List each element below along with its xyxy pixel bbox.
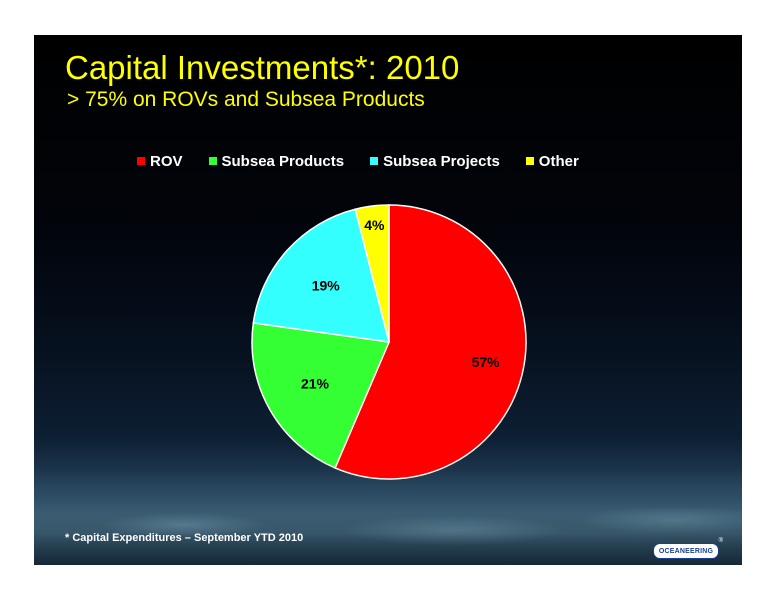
seabed-background <box>34 470 742 565</box>
oceaneering-logo: OCEANEERING ® <box>653 538 723 559</box>
slide-subtitle: > 75% on ROVs and Subsea Products <box>67 88 425 111</box>
legend-item-other: Other <box>525 152 579 170</box>
legend-swatch-subsea-projects <box>370 157 379 165</box>
slide: Capital Investments*: 2010 > 75% on ROVs… <box>34 35 742 565</box>
data-label-other: 4% <box>364 217 385 233</box>
data-label-rov: 57% <box>472 354 501 370</box>
pie-chart: 57% 21% 19% 4% <box>251 204 527 480</box>
logo-text: OCEANEERING <box>658 547 714 555</box>
slide-title: Capital Investments*: 2010 <box>65 49 460 86</box>
legend-label-subsea-projects: Subsea Projects <box>383 152 500 170</box>
legend-swatch-other <box>525 157 534 165</box>
logo-registered-mark: ® <box>718 538 723 544</box>
pie-slice-rov <box>334 204 527 480</box>
legend-label-subsea-products: Subsea Products <box>221 152 345 170</box>
data-label-subsea-products: 21% <box>301 376 330 392</box>
legend-swatch-rov <box>137 157 145 165</box>
legend-item-subsea-projects: Subsea Projects <box>370 153 500 170</box>
legend-label-other: Other <box>538 152 579 170</box>
legend-item-subsea-products: Subsea Products <box>208 152 345 170</box>
pie-slice-subsea-projects <box>252 208 391 343</box>
footnote: * Capital Expenditures – September YTD 2… <box>65 532 304 544</box>
legend-item-rov: ROV <box>137 153 183 170</box>
legend-label-rov: ROV <box>150 152 183 170</box>
data-label-subsea-projects: 19% <box>312 277 341 293</box>
pie-slice-subsea-products <box>251 322 391 469</box>
pie-slice-other <box>354 204 390 343</box>
chart-legend: ROV Subsea Products Subsea Projects Other <box>137 151 605 171</box>
legend-swatch-subsea-products <box>208 157 217 165</box>
